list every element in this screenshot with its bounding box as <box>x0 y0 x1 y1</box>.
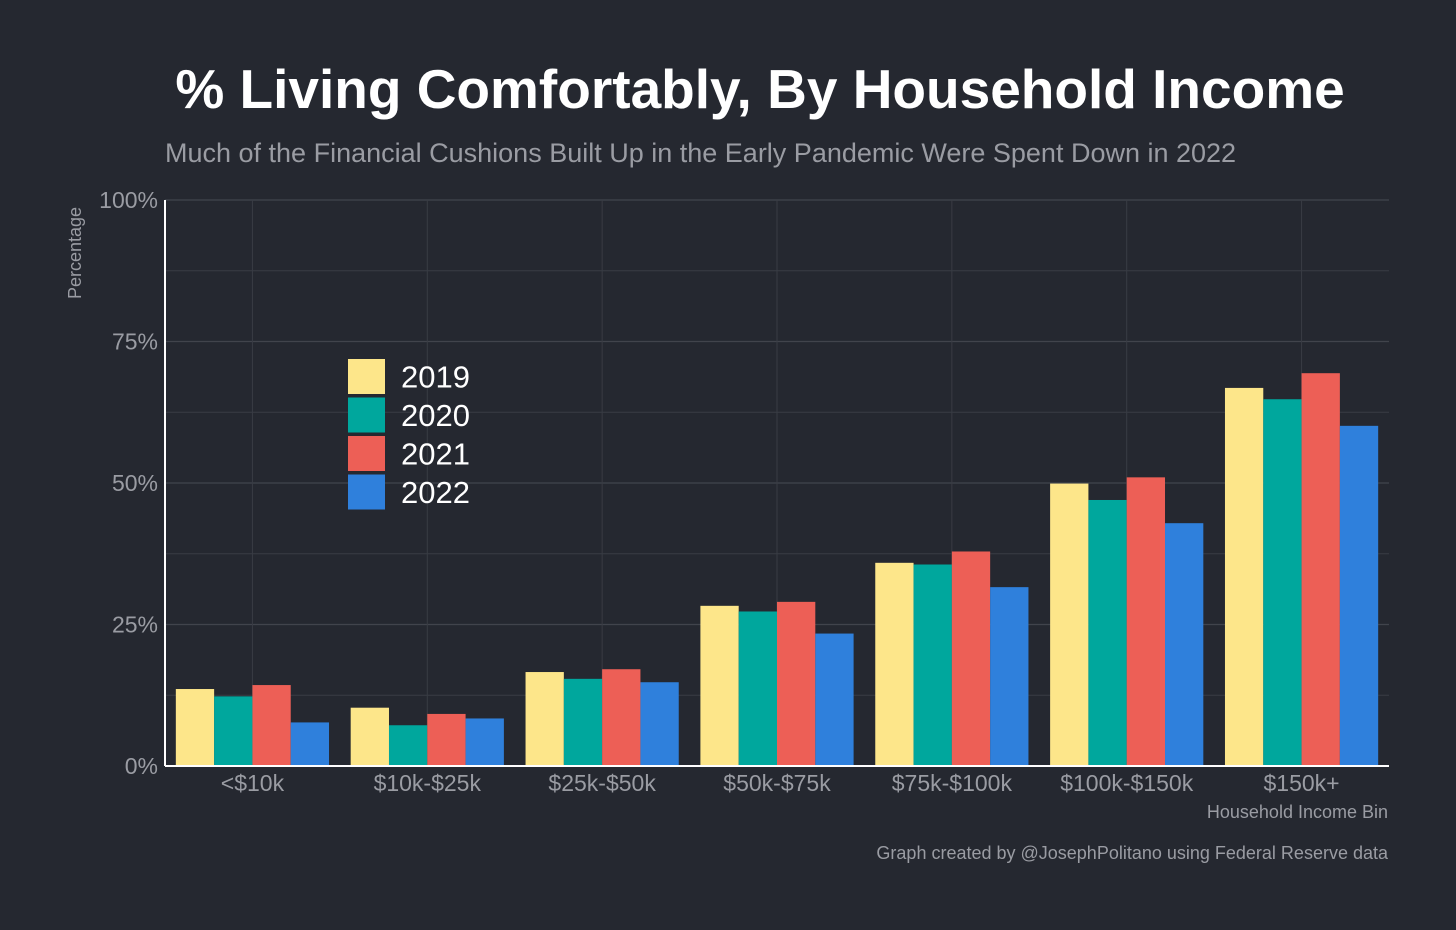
bar-2022-2 <box>640 682 679 766</box>
legend-swatch-2021 <box>348 436 385 471</box>
y-tick-labels: 0% 25% 50% 75% 100% <box>99 187 158 779</box>
bar-2022-3 <box>815 633 854 766</box>
bar-2019-2 <box>525 672 564 766</box>
x-tick-label-4: $75k-$100k <box>892 770 1013 796</box>
legend-label-2021: 2021 <box>401 437 470 472</box>
bar-2019-4 <box>875 562 914 766</box>
bar-2021-6 <box>1301 373 1340 766</box>
bar-2022-6 <box>1339 425 1379 766</box>
bar-2022-1 <box>465 718 504 766</box>
bar-2019-1 <box>350 707 389 766</box>
bars <box>175 373 1379 766</box>
bar-2020-6 <box>1263 399 1302 766</box>
bar-2020-1 <box>388 725 428 766</box>
legend-label-2022: 2022 <box>401 475 470 510</box>
bar-2019-6 <box>1224 387 1264 766</box>
bar-2022-5 <box>1165 523 1204 766</box>
bar-2020-2 <box>563 678 603 766</box>
x-tick-label-2: $25k-$50k <box>548 770 656 796</box>
x-tick-label-6: $150k+ <box>1264 770 1340 796</box>
chart-subtitle: Much of the Financial Cushions Built Up … <box>165 138 1236 168</box>
bar-2020-0 <box>214 696 253 766</box>
y-tick-label-0: 0% <box>125 753 158 779</box>
bar-2021-4 <box>951 551 991 766</box>
y-tick-label-3: 75% <box>112 329 158 355</box>
x-tick-label-3: $50k-$75k <box>723 770 831 796</box>
legend-swatch-2022 <box>348 474 385 510</box>
bar-2021-1 <box>427 713 466 766</box>
y-axis-label: Percentage <box>65 207 85 299</box>
bar-2020-3 <box>738 611 777 766</box>
legend-swatch-2019 <box>348 359 385 394</box>
bar-2021-5 <box>1126 477 1166 766</box>
bar-2021-2 <box>602 669 641 766</box>
bar-2020-4 <box>913 564 952 766</box>
bar-2020-5 <box>1088 499 1127 766</box>
bar-2021-0 <box>252 685 291 766</box>
x-axis-label: Household Income Bin <box>1207 802 1388 822</box>
y-tick-label-1: 25% <box>112 612 158 638</box>
x-tick-label-1: $10k-$25k <box>374 770 482 796</box>
source-caption: Graph created by @JosephPolitano using F… <box>876 843 1389 863</box>
bar-2022-4 <box>990 587 1029 766</box>
chart-title: % Living Comfortably, By Household Incom… <box>175 58 1344 120</box>
legend-label-2020: 2020 <box>401 398 470 433</box>
x-tick-labels: <$10k $10k-$25k $25k-$50k $50k-$75k $75k-$10… <box>221 770 1340 796</box>
bar-2019-0 <box>175 689 215 766</box>
y-tick-label-4: 100% <box>99 187 158 213</box>
y-tick-label-2: 50% <box>112 470 158 496</box>
legend-label-2019: 2019 <box>401 360 470 395</box>
bar-2022-0 <box>290 722 330 766</box>
bar-2019-3 <box>700 605 739 766</box>
legend-swatch-2020 <box>348 397 385 433</box>
bar-2019-5 <box>1050 483 1089 766</box>
bar-2021-3 <box>777 601 816 766</box>
x-tick-label-5: $100k-$150k <box>1060 770 1193 796</box>
x-tick-label-0: <$10k <box>221 770 285 796</box>
